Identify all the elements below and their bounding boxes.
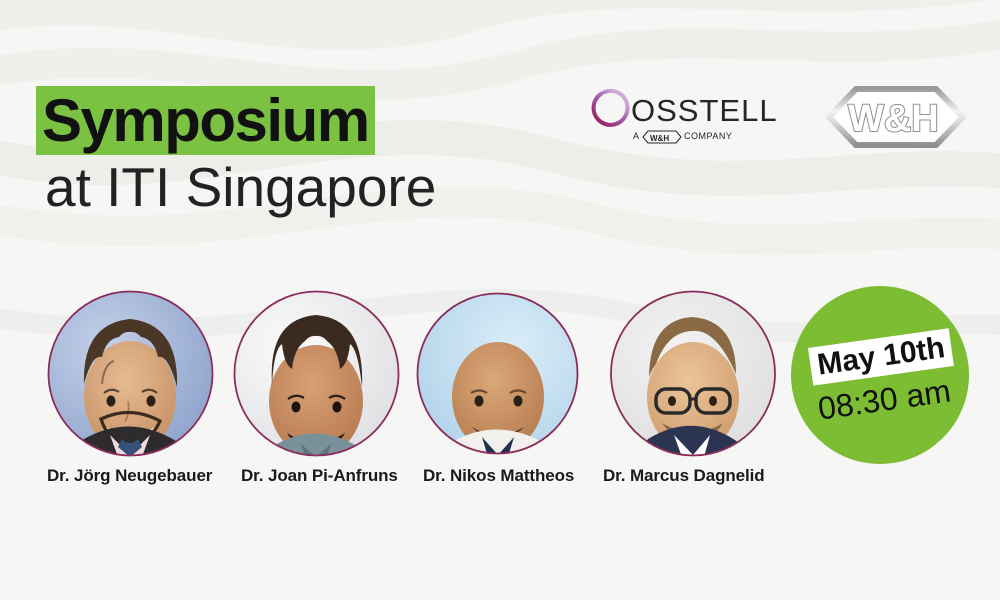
svg-text:COMPANY: COMPANY — [684, 131, 732, 141]
svg-text:A: A — [633, 131, 640, 141]
svg-text:W&H: W&H — [650, 134, 669, 143]
svg-text:OSSTELL: OSSTELL — [631, 93, 778, 128]
svg-text:W&H: W&H — [848, 98, 939, 140]
